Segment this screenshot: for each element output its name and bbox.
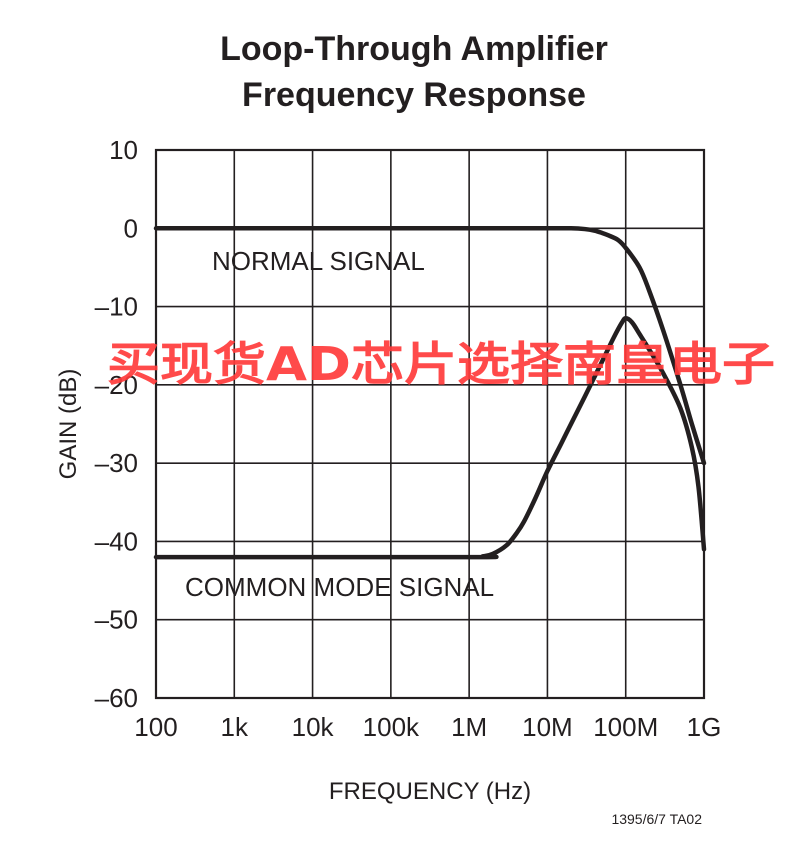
- x-tick-label: 100k: [363, 712, 420, 742]
- x-tick-label: 100: [134, 712, 177, 742]
- plot-frame: [154, 148, 706, 700]
- x-tick-label: 10k: [292, 712, 335, 742]
- x-axis-label: FREQUENCY (Hz): [329, 778, 531, 805]
- y-tick-label: –30: [95, 448, 138, 478]
- x-tick-label: 100M: [593, 712, 658, 742]
- y-tick-label: 0: [124, 213, 138, 243]
- y-tick-labels: 10 0 –10 –20 –30 –40 –50 –60: [95, 135, 138, 713]
- normal-signal-line: [153, 225, 707, 466]
- x-tick-labels: 100 1k 10k 100k 1M 10M 100M 1G: [134, 712, 721, 742]
- x-tick-label: 1M: [451, 712, 487, 742]
- y-tick-label: –40: [95, 526, 138, 556]
- common-mode-signal-line: [153, 316, 707, 560]
- x-tick-label: 10M: [522, 712, 573, 742]
- y-tick-label: –20: [95, 370, 138, 400]
- x-tick-label: 1k: [221, 712, 249, 742]
- normal-signal-label: NORMAL SIGNAL: [212, 246, 425, 276]
- chart-title-line-2: Frequency Response: [242, 76, 586, 114]
- common-mode-signal-label: COMMON MODE SIGNAL: [185, 572, 494, 602]
- series-lines: [153, 225, 707, 560]
- x-tick-label: 1G: [687, 712, 722, 742]
- chart-title-line-1: Loop-Through Amplifier: [220, 30, 608, 68]
- y-tick-label: 10: [109, 135, 138, 165]
- y-tick-label: –60: [95, 683, 138, 713]
- y-axis-label: GAIN (dB): [55, 369, 82, 480]
- y-tick-label: –10: [95, 292, 138, 322]
- y-tick-label: –50: [95, 605, 138, 635]
- grid-lines: [155, 149, 705, 699]
- watermark-text: 买现货AD芯片选择南皇电子: [107, 337, 775, 391]
- figure-code: 1395/6/7 TA02: [611, 811, 702, 827]
